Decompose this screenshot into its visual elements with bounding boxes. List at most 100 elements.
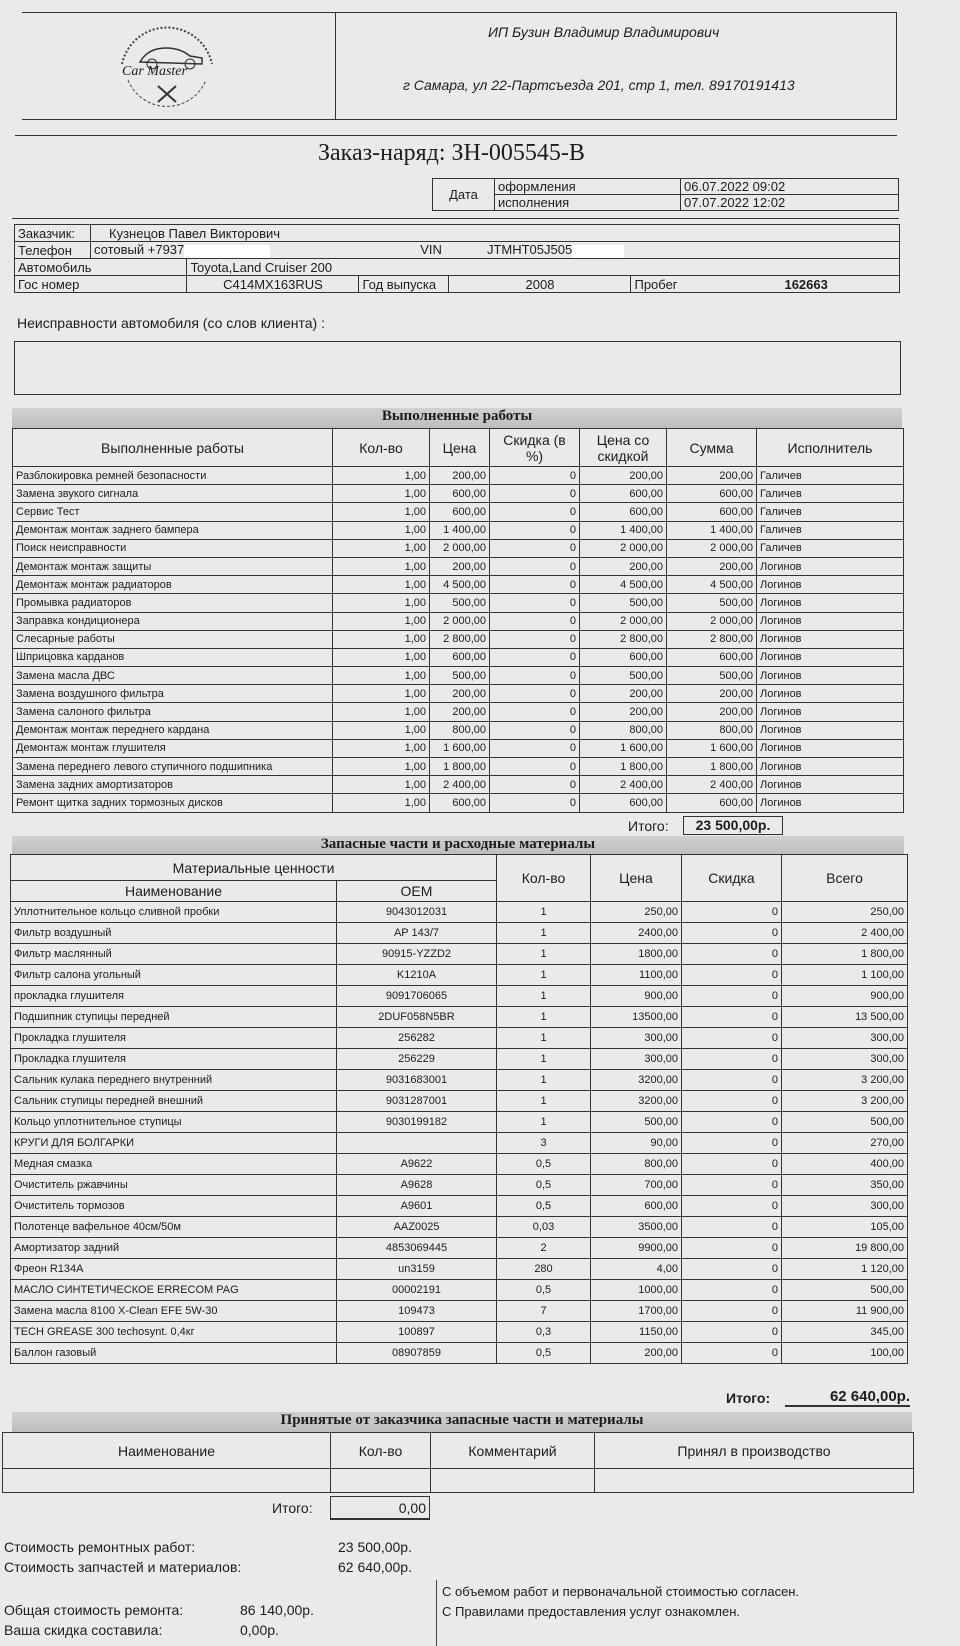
divider [12, 218, 899, 219]
redaction [572, 244, 625, 258]
parts-cell: 1 [496, 1027, 591, 1049]
parts-cell: 0 [681, 1237, 782, 1259]
parts-cell: 0 [681, 943, 782, 965]
accepted-header-comment: Комментарий [430, 1432, 595, 1469]
works-cell: 200,00 [429, 702, 490, 722]
parts-cell: 300,00 [781, 1195, 908, 1217]
parts-cell: Сальник ступицы передней внешний [10, 1090, 337, 1112]
works-cell: 0 [489, 465, 580, 486]
works-cell: Логинов [756, 720, 904, 740]
works-cell: 600,00 [429, 484, 490, 504]
parts-cell: Фильтр воздушный [10, 922, 337, 944]
parts-cell: 350,00 [781, 1174, 908, 1196]
works-cell: 2 000,00 [429, 611, 490, 631]
table-row: Фреон R134A un3159 280 4,00 0 1 120,00 [10, 1258, 908, 1280]
parts-cell: КРУГИ ДЛЯ БОЛГАРКИ [10, 1132, 337, 1154]
parts-cell: 109473 [336, 1300, 497, 1322]
parts-cell: A9622 [336, 1153, 497, 1175]
parts-cell: A9628 [336, 1174, 497, 1196]
parts-cell: 700,00 [590, 1174, 682, 1196]
works-cell: 1,00 [332, 465, 430, 486]
works-cell: Замена задних амортизаторов [12, 775, 333, 795]
table-row: Фильтр воздушный AP 143/7 1 2400,00 0 2 400,0… [10, 922, 908, 944]
works-cell: 0 [489, 756, 580, 777]
table-row: Слесарные работы 1,00 2 800,00 0 2 800,00 2 8… [12, 629, 904, 649]
works-cell: 200,00 [579, 556, 667, 577]
car-label: Автомобиль [13, 258, 188, 276]
client-table: Заказчик: Кузнецов Павел Викторович Телеф… [13, 224, 900, 293]
mileage-value: 162663 [784, 276, 828, 292]
table-row: Замена переднего левого ступичного подши… [12, 756, 904, 777]
table-row: Замена воздушного фильтра 1,00 200,00 0 200,… [12, 684, 904, 704]
works-cell: 500,00 [666, 593, 757, 613]
car-value: Toyota,Land Cruiser 200 [186, 258, 900, 276]
works-cell: 2 800,00 [429, 629, 490, 649]
customer-label: Заказчик: [14, 224, 91, 242]
works-cell: 2 000,00 [666, 538, 757, 558]
parts-cell: TECH GREASE 300 techosynt. 0,4кг [10, 1321, 337, 1343]
parts-cell: 11 900,00 [781, 1300, 908, 1322]
works-cell: 800,00 [429, 720, 490, 740]
accepted-header-accepted-by: Принял в производство [594, 1432, 914, 1469]
accepted-total: 0,00 [330, 1496, 430, 1520]
works-cell: 500,00 [666, 666, 757, 686]
works-cell: 0 [489, 684, 580, 704]
works-cell: 800,00 [666, 720, 757, 740]
works-cell: 4 500,00 [579, 575, 667, 595]
parts-cell: 100,00 [781, 1342, 908, 1364]
works-cell: 1 400,00 [579, 520, 667, 540]
works-cell: 600,00 [579, 793, 667, 813]
works-cell: 600,00 [579, 647, 667, 668]
works-cell: 1,00 [332, 629, 430, 649]
summary-values: 23 500,00р. 62 640,00р. [338, 1537, 412, 1577]
header-box [22, 12, 897, 120]
accepted-header-qty: Кол-во [330, 1432, 431, 1469]
parts-header-oem: OEM [336, 880, 497, 902]
table-row: Шприцовка карданов 1,00 600,00 0 600,00 600,0… [12, 647, 904, 668]
works-band: Выполненные работы [12, 408, 902, 428]
works-cell: Сервис Тест [12, 502, 333, 522]
parts-cell: 250,00 [781, 901, 908, 923]
works-cell: 0 [489, 593, 580, 613]
works-cell: 200,00 [429, 684, 490, 704]
works-cell: 200,00 [579, 465, 667, 486]
works-cell: Шприцовка карданов [12, 647, 333, 668]
parts-cell: 0,5 [496, 1153, 591, 1175]
parts-cell: Фреон R134A [10, 1258, 337, 1280]
accepted-band: Принятые от заказчика запасные части и м… [12, 1412, 912, 1432]
works-cell: 1,00 [332, 502, 430, 522]
parts-cell: 4,00 [590, 1258, 682, 1280]
faults-field [14, 341, 901, 395]
works-cell: 0 [489, 775, 580, 795]
works-header-3: Скидка (в %) [489, 428, 580, 467]
works-cell: 600,00 [429, 647, 490, 668]
works-cost-label: Стоимость ремонтных работ: [4, 1539, 196, 1555]
table-row: Кольцо уплотнительное ступицы 9030199182 1… [10, 1111, 908, 1133]
parts-cell: 1 [496, 964, 591, 986]
works-cell: Логинов [756, 575, 904, 595]
works-cell: 1,00 [332, 775, 430, 795]
works-cell: Логинов [756, 756, 904, 777]
discount-value: 0,00р. [240, 1622, 279, 1638]
plate-label: Гос номер [13, 275, 188, 293]
works-cell: Галичев [756, 502, 904, 522]
parts-header-price: Цена [590, 854, 682, 902]
parts-cell: 300,00 [590, 1027, 682, 1049]
table-row: Демонтаж монтаж переднего кардана 1,00 800… [12, 720, 904, 740]
works-cell: Логинов [756, 611, 904, 631]
works-header-6: Исполнитель [756, 428, 904, 467]
parts-cell: 0 [681, 901, 782, 923]
works-cell: Галичев [756, 484, 904, 504]
works-cell: Замена звукого сигнала [12, 484, 333, 504]
parts-cell: Подшипник ступицы передней [10, 1006, 337, 1028]
parts-cell: 0 [681, 1300, 782, 1322]
parts-cell: 9030199182 [336, 1111, 497, 1133]
summary-totals: Общая стоимость ремонта: 86 140,00р. Ваша… [4, 1600, 314, 1640]
works-cell: Галичев [756, 520, 904, 540]
works-cell: 600,00 [429, 502, 490, 522]
works-cell: 1,00 [332, 520, 430, 540]
parts-band: Запасные части и расходные материалы [12, 836, 904, 854]
parts-cell: 0,3 [496, 1321, 591, 1343]
parts-cell: 0 [681, 922, 782, 944]
parts-cell: 280 [496, 1258, 591, 1280]
